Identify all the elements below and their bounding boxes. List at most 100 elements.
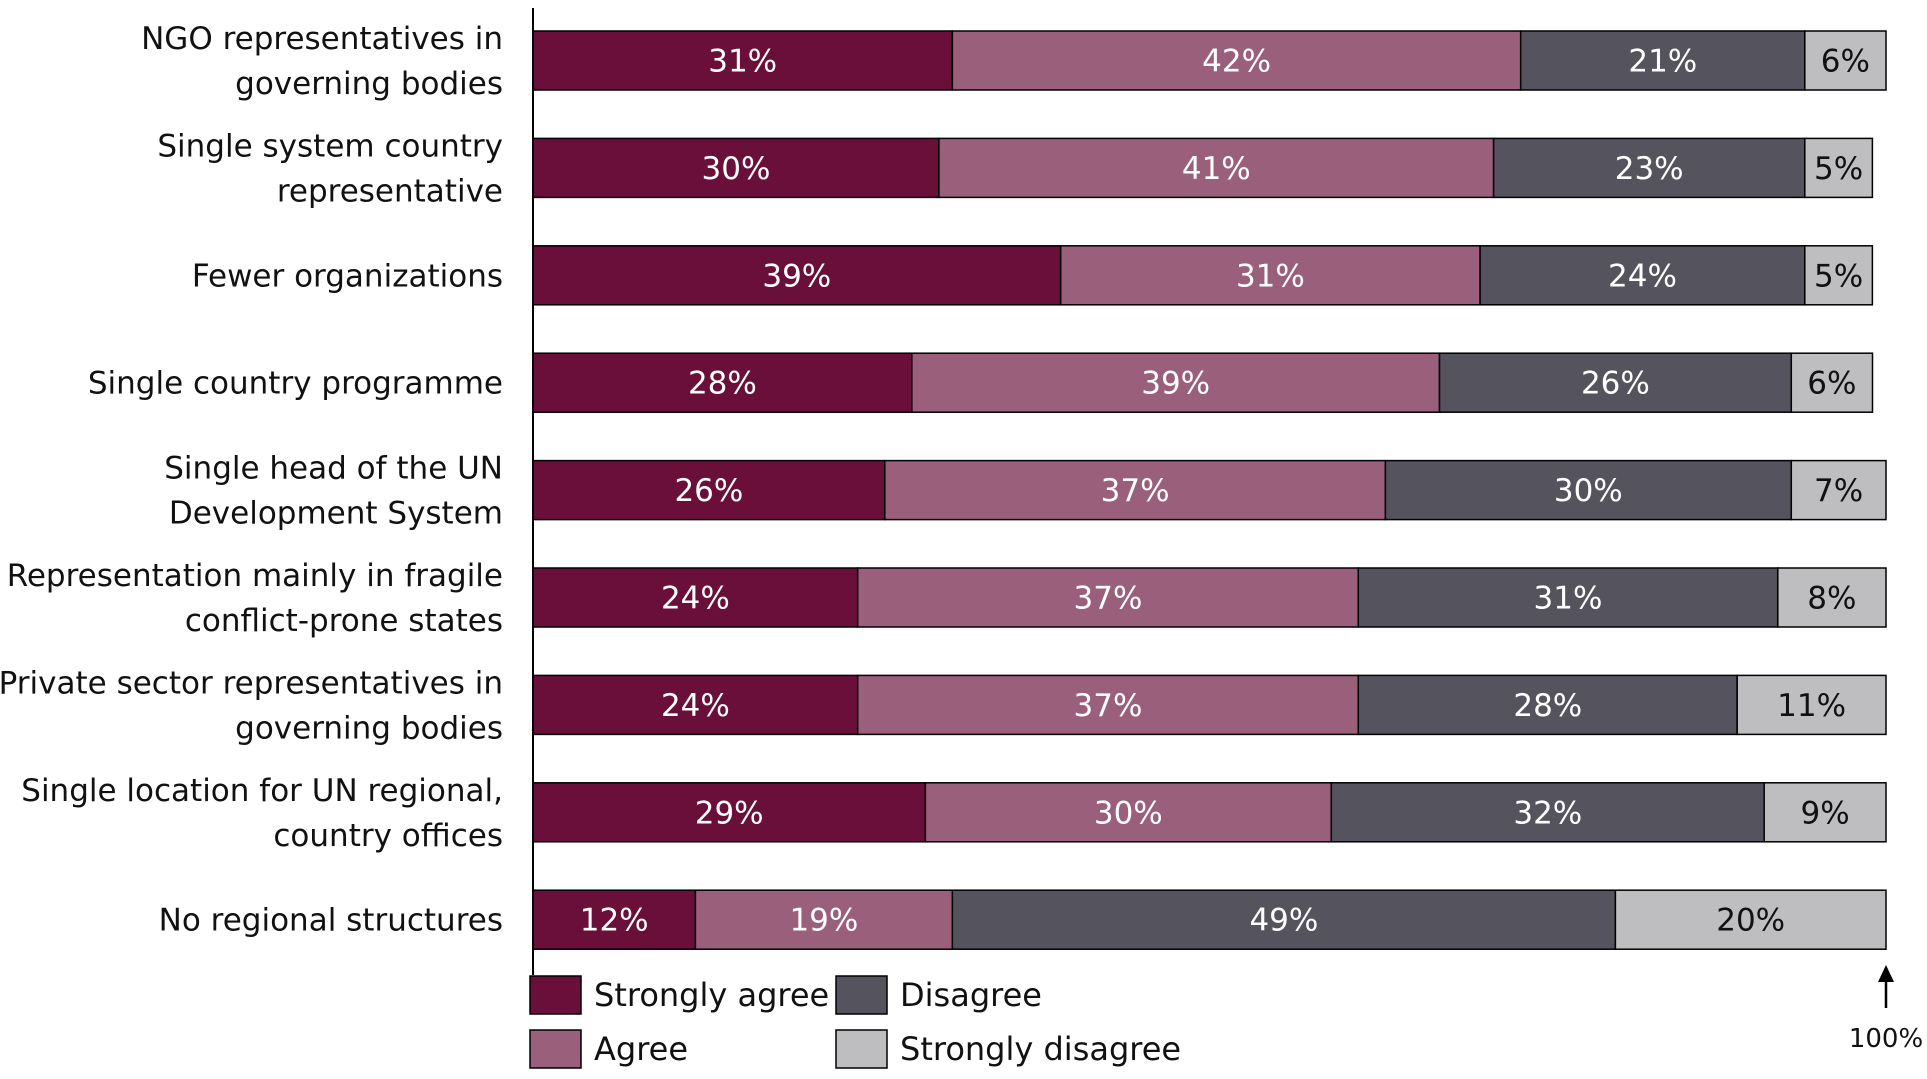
category-label: Single location for UN regional, country … [21,773,503,854]
category-label: Single country programme [88,366,503,402]
data-label: 49% [1249,903,1318,939]
data-label: 23% [1615,151,1684,187]
bar-segment [1330,782,1766,843]
bar-segment [1790,352,1874,413]
data-label: 24% [661,688,730,724]
end-marker-label: 100% [1849,1024,1923,1054]
category-label: NGO representatives in governing bodies [141,21,503,102]
data-label: 24% [661,581,730,617]
data-label: 29% [695,795,764,831]
end-marker: 100% [1849,965,1923,1054]
bar-segment [1357,567,1779,628]
bar-segment [951,30,1522,91]
data-label: 26% [1581,366,1650,402]
data-label: 37% [1074,581,1143,617]
legend-label: Strongly disagree [900,1030,1181,1068]
bar-segment [856,567,1360,628]
category-label-line: country offices [273,818,503,854]
bar-segment [1804,137,1874,199]
data-label: 30% [1554,473,1623,509]
data-label: 28% [688,366,757,402]
legend-swatch [835,1029,888,1069]
bar-segment [884,459,1387,521]
data-label: 32% [1513,795,1582,831]
data-label: 12% [580,903,649,939]
category-label-line: Development System [169,496,503,532]
category-label-line: governing bodies [235,66,503,102]
category-label-line: governing bodies [235,710,503,746]
category-label-line: Single location for UN regional, [21,773,503,809]
data-label: 31% [1534,581,1603,617]
category-label: Single system country representative [157,128,503,209]
bar-segment [1736,674,1887,736]
data-label: 28% [1513,688,1582,724]
bar-segment [532,567,859,628]
bar-segment [1614,889,1887,950]
bar-segment [1763,782,1887,843]
category-label-line: Representation mainly in fragile [7,558,503,594]
data-label: 24% [1608,258,1677,294]
category-label-line: Single system country [157,128,503,164]
category-label-line: NGO representatives in [141,21,503,57]
legend-swatch [529,975,582,1015]
data-label: 39% [1141,366,1210,402]
bar-segment [1519,30,1806,91]
legend-swatch [835,975,888,1015]
data-label: 26% [674,473,743,509]
bar-segment [1059,245,1481,306]
data-label: 30% [702,151,771,187]
data-label: 6% [1821,44,1870,80]
bar-segment [938,137,1495,199]
category-label-line: representative [277,173,503,209]
data-label: 37% [1101,473,1170,509]
bars: 31% 42% 21% 6% 30% 41% 23% 5% 39% 31% 24% 5% 28% 39% 2… [532,30,1887,950]
bar-segment [532,674,859,736]
category-label: Representation mainly in fragile conflict… [7,558,503,639]
legend-label: Strongly agree [594,976,829,1014]
data-label: 6% [1807,366,1856,402]
category-label: Single head of the UN Development System [164,451,503,532]
bar-segment [532,352,913,413]
bar-segment [951,889,1617,950]
legend-swatch [529,1029,582,1069]
bar-segment [911,352,1441,413]
legend-label: Disagree [900,976,1042,1014]
legend-label: Agree [594,1030,688,1068]
data-label: 37% [1074,688,1143,724]
bar-segment [1790,459,1887,521]
data-label: 41% [1182,151,1251,187]
data-label: 30% [1094,795,1163,831]
bar-segment [1492,137,1806,199]
bar-segment [532,782,927,843]
data-label: 20% [1716,903,1785,939]
category-label-line: conflict-prone states [185,603,503,639]
legend: Strongly agree Disagree Agree Strongly disa… [529,975,1181,1069]
category-label-line: Single head of the UN [164,451,503,487]
bar-segment [1777,567,1887,628]
category-label: Private sector representatives in governi… [0,665,503,746]
data-label: 8% [1807,581,1856,617]
bar-segment [1804,30,1887,91]
category-label-line: Fewer organizations [192,258,503,294]
data-label: 42% [1202,44,1271,80]
data-label: 21% [1628,44,1697,80]
bar-segment [1357,674,1738,736]
data-label: 5% [1814,151,1863,187]
data-label: 19% [789,903,858,939]
bar-segment [694,889,954,950]
end-marker-arrow-head [1878,965,1894,982]
data-label: 31% [708,44,777,80]
category-label-line: Single country programme [88,366,503,402]
category-label: Fewer organizations [192,258,503,294]
category-label: No regional structures [159,903,503,939]
data-label: 31% [1236,258,1305,294]
bar-segment [532,137,940,199]
category-labels: NGO representatives in governing bodies Si… [0,21,503,939]
data-label: 9% [1801,795,1850,831]
data-label: 7% [1814,473,1863,509]
data-label: 11% [1777,688,1846,724]
bar-segment [1804,245,1874,306]
category-label-line: Private sector representatives in [0,665,503,701]
category-label-line: No regional structures [159,903,503,939]
